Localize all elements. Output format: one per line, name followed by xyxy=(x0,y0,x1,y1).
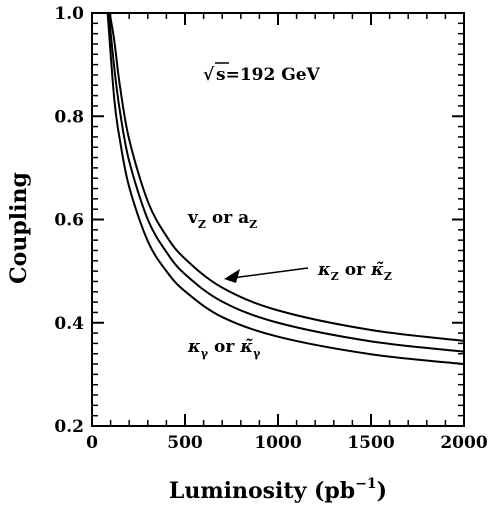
y-tick-label: 0.8 xyxy=(54,107,84,127)
y-tick-labels: 0.2 0.4 0.6 0.8 1.0 xyxy=(54,4,84,437)
label-kgamma: κγ or κ̃γ xyxy=(187,337,261,360)
y-tick-label: 0.4 xyxy=(54,314,84,334)
series-line-1 xyxy=(108,12,465,342)
y-axis-title: Coupling xyxy=(6,172,32,284)
x-tick-label: 500 xyxy=(167,433,203,453)
sqrt-symbol: √ xyxy=(203,65,215,85)
label-vz-az: vZ or aZ xyxy=(187,208,257,231)
arrow-head xyxy=(224,269,240,283)
energy-label: s=192 GeV xyxy=(216,65,321,85)
x-tick-label: 1000 xyxy=(254,433,301,453)
x-tick-label: 1500 xyxy=(347,433,394,453)
series-line-3 xyxy=(106,12,465,366)
x-tick-label: 0 xyxy=(86,433,98,453)
energy-annotation: √ s=192 GeV xyxy=(203,62,321,85)
label-kz-arrow xyxy=(224,267,309,283)
x-axis-title: Luminosity (pb−1) xyxy=(169,476,387,504)
y-tick-label: 0.6 xyxy=(54,211,84,231)
arrow-line xyxy=(231,267,309,279)
curves xyxy=(106,12,465,366)
series-line-2 xyxy=(107,12,465,353)
x-tick-labels: 0 500 1000 1500 2000 xyxy=(86,433,488,453)
label-kz: κZ or κ̃Z xyxy=(317,260,392,283)
y-tick-label: 0.2 xyxy=(54,417,84,437)
y-tick-label: 1.0 xyxy=(54,4,84,24)
x-tick-label: 2000 xyxy=(440,433,487,453)
